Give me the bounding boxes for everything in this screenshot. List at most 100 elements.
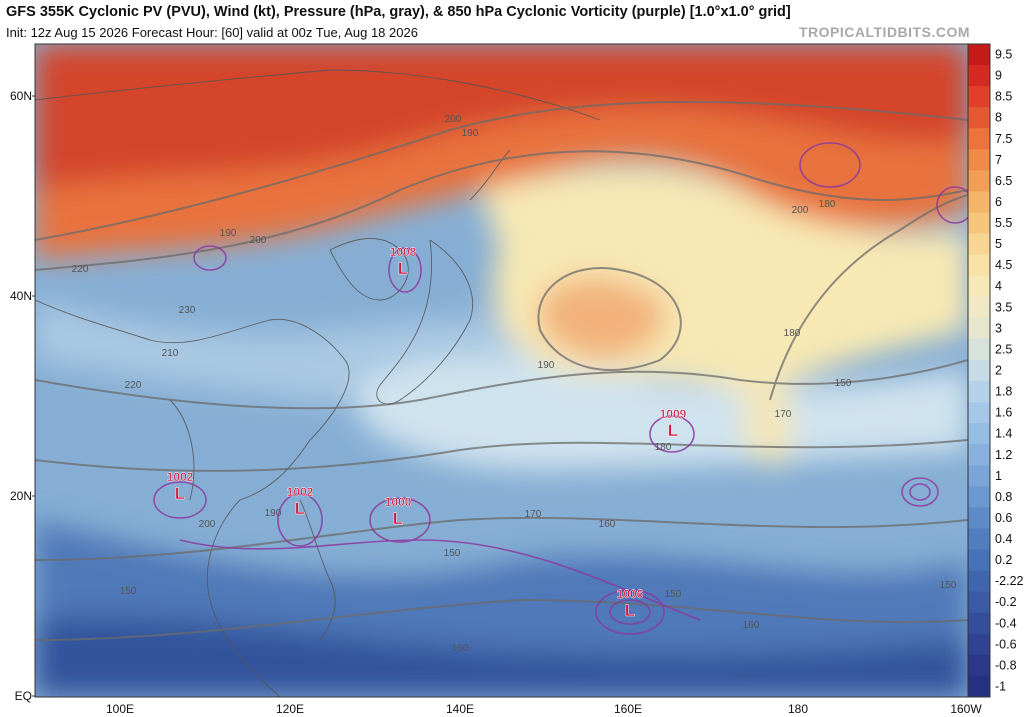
low-symbol: L <box>175 484 185 503</box>
contour-label: 220 <box>72 264 89 275</box>
colorbar-swatch <box>968 317 990 340</box>
low-symbol: L <box>668 421 678 440</box>
contour-label: 190 <box>462 128 479 139</box>
colorbar-label: -0.6 <box>995 637 1017 651</box>
low-pressure-value: 1000 <box>385 495 412 509</box>
colorbar-label: 1 <box>995 469 1002 483</box>
colorbar-label: -0.2 <box>995 595 1017 609</box>
colorbar-swatch <box>968 654 990 677</box>
colorbar-swatch <box>968 507 990 529</box>
colorbar-swatch <box>968 254 990 277</box>
subtitle: Init: 12z Aug 15 2026 Forecast Hour: [60… <box>6 25 418 40</box>
low-symbol: L <box>393 509 403 528</box>
contour-label: 150 <box>665 589 682 600</box>
contour-label: 220 <box>125 380 142 391</box>
contour-label: 150 <box>120 586 137 597</box>
colorbar-swatch <box>968 233 990 256</box>
colorbar-swatch <box>968 338 990 361</box>
contour-label: 160 <box>599 519 616 530</box>
colorbar-swatch <box>968 191 990 214</box>
contour-label: 190 <box>538 360 555 371</box>
colorbar-label: 7 <box>995 153 1002 167</box>
colorbar-swatch <box>968 65 990 87</box>
credit: TROPICALTIDBITS.COM <box>798 24 970 40</box>
contour-label: 150 <box>835 378 852 389</box>
colorbar-label: 4.5 <box>995 258 1012 272</box>
contour-label: 230 <box>179 305 196 316</box>
latitude-label: 60N <box>10 89 32 103</box>
contour-label: 200 <box>199 519 216 530</box>
colorbar-label: 1.4 <box>995 427 1012 441</box>
colorbar-swatch <box>968 675 990 698</box>
contour-label: 200 <box>792 205 809 216</box>
colorbar-label: 0.4 <box>995 532 1012 546</box>
colorbar-label: 2 <box>995 364 1002 378</box>
contour-label: 180 <box>655 442 672 453</box>
map-field: 190 200 190 200 220 230 210 220 190 180 150 170 180 1… <box>35 44 968 697</box>
contour-label: 190 <box>265 508 282 519</box>
colorbar-swatch <box>968 170 990 192</box>
contour-label: 180 <box>784 328 801 339</box>
colorbar: 9.5 9 8.5 8 7.5 7 6.5 6 5.5 5 4.5 4 3.5 3 2.5 2 1.8 1.6 1.… <box>967 43 1024 698</box>
low-pressure-value: 1006 <box>617 587 644 601</box>
colorbar-swatch <box>968 86 990 108</box>
colorbar-swatch <box>968 107 990 129</box>
colorbar-label: 3 <box>995 321 1002 335</box>
colorbar-swatch <box>968 486 990 508</box>
colorbar-swatch <box>968 128 990 150</box>
colorbar-label: 9.5 <box>995 48 1012 62</box>
low-pressure-value: 1002 <box>167 470 194 484</box>
low-pressure-value: 1009 <box>660 407 687 421</box>
low-symbol: L <box>625 601 635 620</box>
colorbar-label: 0.6 <box>995 511 1012 525</box>
colorbar-swatch <box>968 44 990 66</box>
colorbar-swatch <box>968 402 990 424</box>
colorbar-frame <box>967 43 991 698</box>
colorbar-label: 6 <box>995 195 1002 209</box>
colorbar-label: 5 <box>995 237 1002 251</box>
contour-label: 170 <box>525 509 542 520</box>
colorbar-swatch <box>968 570 990 593</box>
colorbar-label: 1.2 <box>995 448 1012 462</box>
longitude-label: 160W <box>950 702 982 716</box>
colorbar-label: -2.22 <box>995 574 1024 588</box>
colorbar-swatch <box>968 444 990 466</box>
colorbar-swatch <box>968 528 990 551</box>
longitude-label: 140E <box>446 702 474 716</box>
colorbar-swatch <box>968 381 990 403</box>
contour-label: 190 <box>220 228 237 239</box>
colorbar-label: 6.5 <box>995 174 1012 188</box>
colorbar-swatch <box>968 465 990 487</box>
contour-label: 180 <box>819 199 836 210</box>
contour-label: 170 <box>775 409 792 420</box>
latitude-label: 20N <box>10 489 32 503</box>
colorbar-swatch <box>968 296 990 319</box>
longitude-label: 180 <box>788 702 808 716</box>
title: GFS 355K Cyclonic PV (PVU), Wind (kt), P… <box>6 4 791 20</box>
colorbar-label: 8.5 <box>995 90 1012 104</box>
colorbar-label: -0.4 <box>995 616 1017 630</box>
colorbar-swatch <box>968 423 990 445</box>
colorbar-label: 0.8 <box>995 490 1012 504</box>
latitude-label: 40N <box>10 289 32 303</box>
contour-label: 160 <box>743 620 760 631</box>
latitude-label: EQ <box>15 689 32 703</box>
colorbar-swatch <box>968 591 990 614</box>
colorbar-label: 1.8 <box>995 385 1012 399</box>
contour-label: 210 <box>162 348 179 359</box>
low-pressure-value: 1008 <box>390 245 417 259</box>
colorbar-swatch <box>968 612 990 635</box>
contour-label: 200 <box>250 235 267 246</box>
colorbar-label: 2.5 <box>995 342 1012 356</box>
colorbar-label: 5.5 <box>995 216 1012 230</box>
contour-label: 160 <box>452 643 469 654</box>
colorbar-label: 0.2 <box>995 553 1012 567</box>
contour-label: 150 <box>940 580 957 591</box>
colorbar-label: -1 <box>995 679 1006 693</box>
colorbar-swatch <box>968 633 990 656</box>
contour-label: 150 <box>444 548 461 559</box>
colorbar-swatch <box>968 359 990 382</box>
colorbar-label: 1.6 <box>995 406 1012 420</box>
